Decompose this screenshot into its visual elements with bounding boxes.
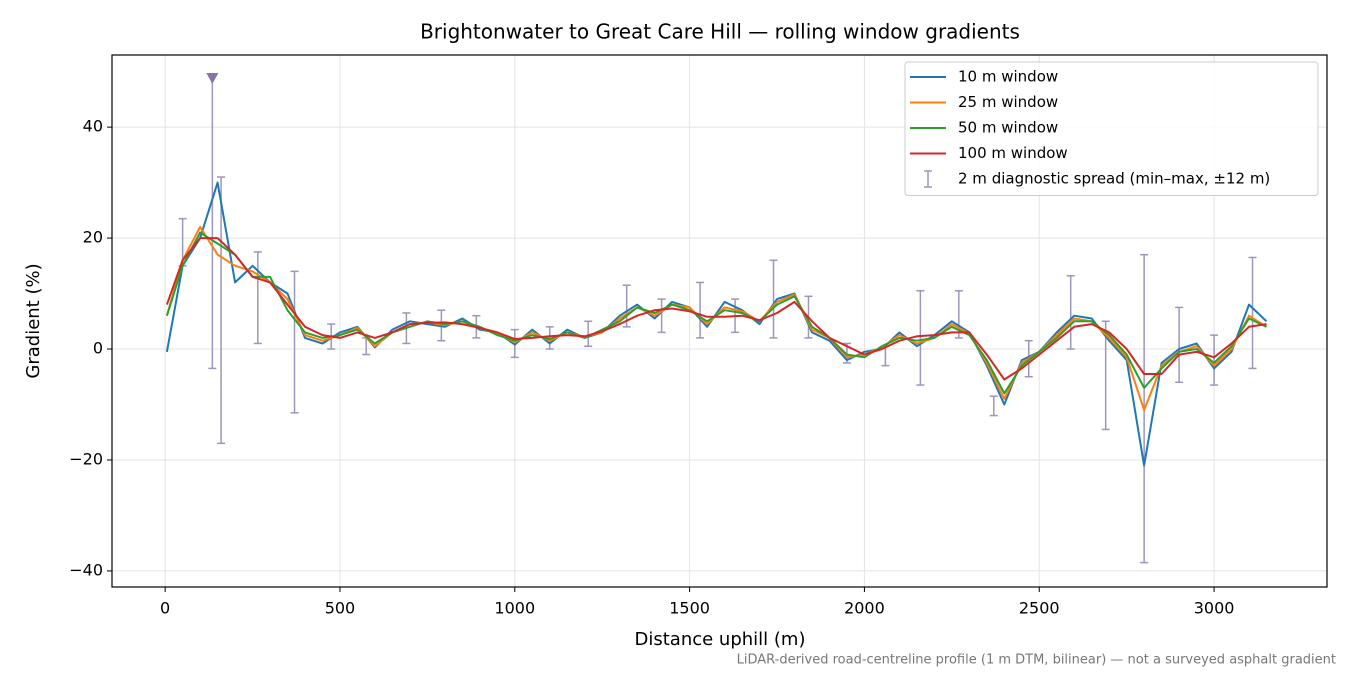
legend-box xyxy=(904,61,1319,196)
series-line xyxy=(165,231,1267,395)
x-tick-label: 3000 xyxy=(1194,599,1235,618)
x-tick-label: 2000 xyxy=(844,599,885,618)
x-tick-label: 2500 xyxy=(1019,599,1060,618)
legend-label: 25 m window xyxy=(958,93,1058,111)
y-axis-label: Gradient (%) xyxy=(23,263,44,378)
y-tick-label: 20 xyxy=(83,228,103,247)
plot-area xyxy=(165,73,1268,564)
chart-title: Brightonwater to Great Care Hill — rolli… xyxy=(420,20,1020,44)
series-line xyxy=(165,226,1268,411)
y-tick-label: −20 xyxy=(69,449,103,468)
legend-label: 50 m window xyxy=(958,119,1058,137)
legend-label: 10 m window xyxy=(958,68,1058,86)
clipped-marker xyxy=(206,73,219,84)
series-line xyxy=(165,237,1267,381)
legend-label: 100 m window xyxy=(958,144,1068,162)
legend: 10 m window 25 m window 50 m window 100 m w… xyxy=(904,61,1319,196)
y-tick-label: −40 xyxy=(69,560,103,579)
x-tick-label: 1500 xyxy=(669,599,710,618)
y-tick-label: 40 xyxy=(83,117,103,136)
series-line xyxy=(165,181,1268,467)
x-axis-label: Distance uphill (m) xyxy=(635,629,806,650)
x-tick-label: 500 xyxy=(325,599,356,618)
plot-frame xyxy=(111,54,1328,588)
y-tick-label: 0 xyxy=(93,339,103,358)
legend-label: 2 m diagnostic spread (min–max, ±12 m) xyxy=(958,170,1270,188)
footnote: LiDAR-derived road-centreline profile (1… xyxy=(737,653,1336,668)
x-tick-label: 0 xyxy=(160,599,170,618)
x-tick-label: 1000 xyxy=(494,599,535,618)
